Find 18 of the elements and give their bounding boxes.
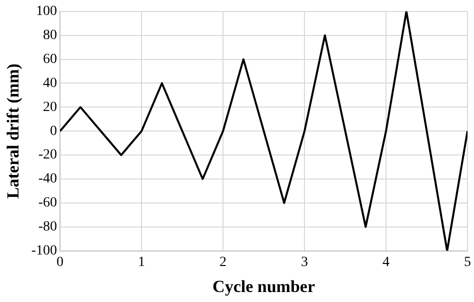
x-tick-label: 5 [464, 254, 471, 270]
y-tick-label: -100 [31, 243, 58, 258]
x-tick-label: 3 [301, 254, 308, 270]
y-tick-label: 100 [36, 4, 58, 20]
y-tick-label: -40 [38, 172, 58, 187]
x-tick-label: 4 [382, 254, 390, 270]
y-tick-label: 20 [43, 100, 58, 115]
x-axis-title: Cycle number [212, 277, 316, 296]
y-tick-label: -20 [38, 148, 58, 163]
y-tick-label: 60 [43, 52, 58, 67]
x-tick-label: 2 [220, 254, 227, 270]
y-tick-label: 80 [43, 28, 58, 44]
y-tick-label: -80 [38, 220, 58, 235]
x-tick-label: 1 [138, 254, 146, 270]
y-axis-title: Lateral drift (mm) [4, 64, 23, 199]
y-tick-label: -60 [38, 196, 58, 211]
y-tick-label: 40 [43, 76, 58, 91]
y-tick-label: 0 [50, 124, 58, 139]
